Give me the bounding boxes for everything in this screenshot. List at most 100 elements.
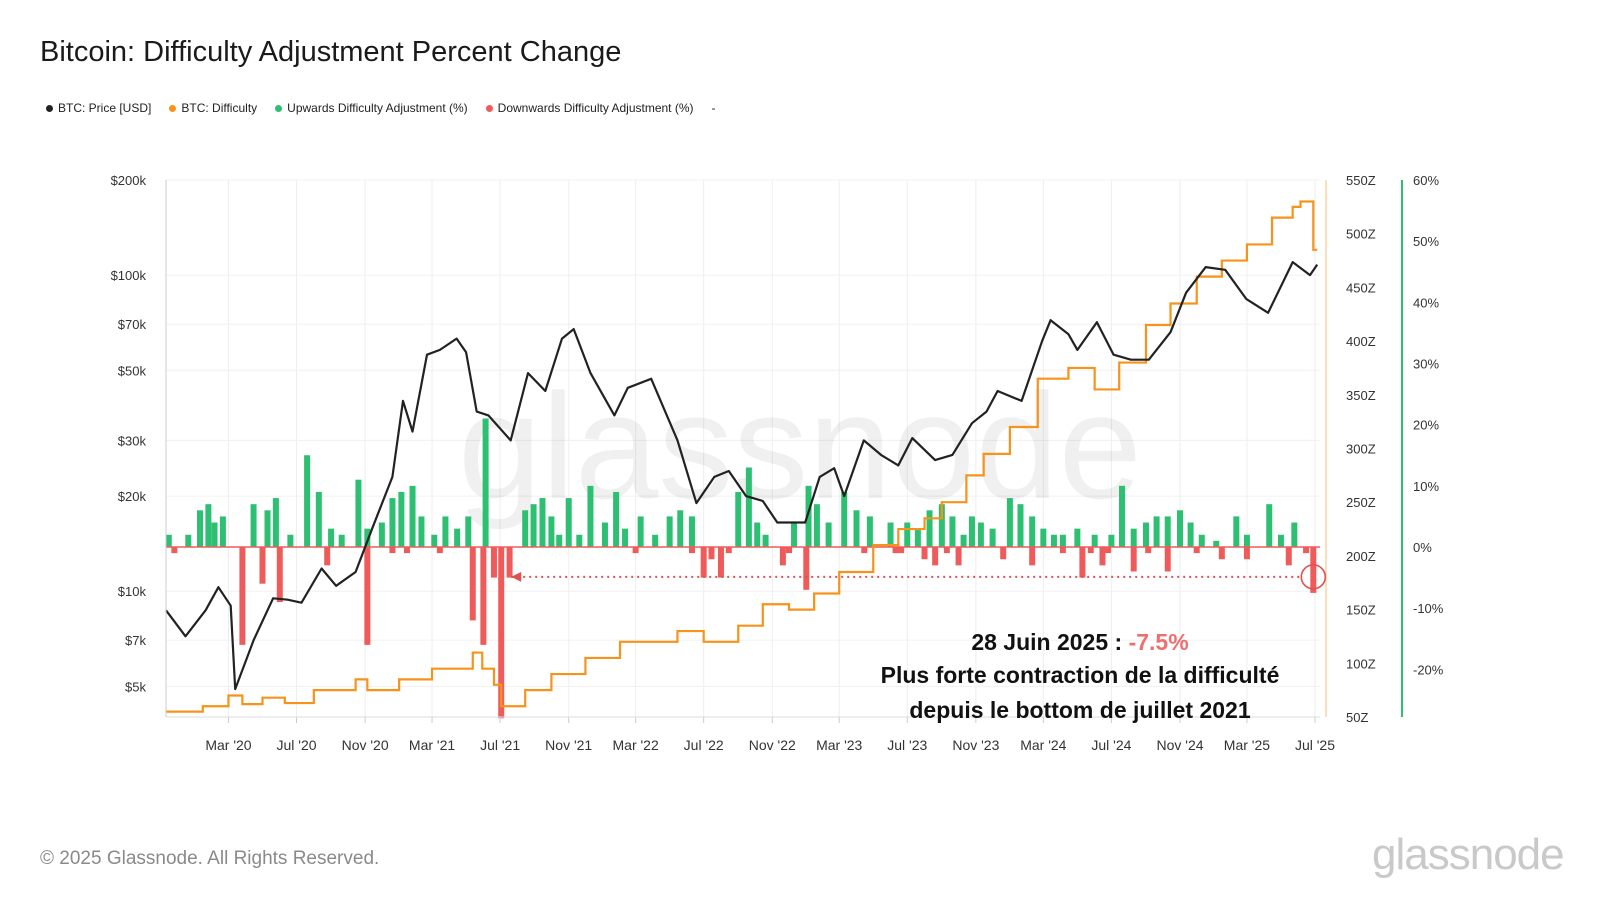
- annotation-line-2: Plus forte contraction de la difficulté: [880, 662, 1280, 688]
- upward-adjustment-bar: [968, 516, 975, 547]
- upward-adjustment-bar: [1059, 534, 1066, 547]
- upward-adjustment-bar: [904, 522, 911, 547]
- annotation-line-1: 28 Juin 2025 : -7.5%: [880, 626, 1280, 658]
- upward-adjustment-bar: [539, 498, 546, 547]
- legend-item-downward[interactable]: Downwards Difficulty Adjustment (%): [485, 101, 694, 115]
- upward-adjustment-bar: [1291, 522, 1298, 547]
- downward-adjustment-bar: [1243, 547, 1250, 560]
- upward-adjustment-bar: [556, 534, 563, 547]
- legend-dot-upward: [275, 104, 283, 112]
- x-tick-label: Mar '20: [205, 737, 251, 753]
- watermark: glassnode: [458, 362, 1142, 530]
- upward-adjustment-bar: [622, 528, 629, 547]
- downward-adjustment-bar: [1000, 547, 1007, 560]
- y-right-percent-tick-label: 0%: [1413, 540, 1432, 555]
- upward-adjustment-bar: [219, 516, 226, 547]
- downward-adjustment-bar: [943, 547, 950, 554]
- upward-adjustment-bar: [1187, 522, 1194, 547]
- legend-item-difficulty[interactable]: BTC: Difficulty: [169, 101, 257, 115]
- downward-adjustment-bar: [700, 547, 707, 578]
- downward-adjustment-bar: [725, 547, 732, 554]
- upward-adjustment-bar: [938, 504, 945, 547]
- upward-adjustment-bar: [977, 522, 984, 547]
- legend-item-price[interactable]: BTC: Price [USD]: [46, 101, 151, 115]
- upward-adjustment-bar: [866, 516, 873, 547]
- legend-dot-downward: [485, 104, 493, 112]
- legend-dot-price: [46, 104, 53, 112]
- y-right-difficulty-tick-label: 150Z: [1346, 603, 1376, 618]
- reference-circle: [1300, 564, 1327, 590]
- y-left-tick-label: $20k: [118, 489, 147, 504]
- upward-adjustment-bar: [264, 510, 271, 547]
- upward-adjustment-bar: [1266, 504, 1273, 547]
- upward-adjustment-bar: [825, 522, 832, 547]
- upward-adjustment-bar: [389, 498, 396, 547]
- grid-layer: [166, 179, 1320, 717]
- legend-dot-difficulty: [169, 104, 177, 112]
- upward-adjustment-bar: [272, 498, 279, 547]
- y-right-difficulty-tick-label: 400Z: [1346, 334, 1376, 349]
- price-line: [165, 261, 1319, 691]
- downward-adjustment-bar: [632, 547, 639, 554]
- upward-adjustment-bar: [465, 516, 472, 547]
- upward-adjustment-bar: [666, 516, 673, 547]
- x-tick-label: Jul '23: [887, 737, 927, 753]
- downward-adjustment-bar: [921, 547, 928, 560]
- upward-adjustment-bar: [601, 522, 608, 547]
- upward-adjustment-bar: [1164, 516, 1171, 547]
- y-right-difficulty-tick-label: 200Z: [1346, 549, 1376, 564]
- downward-adjustment-bar: [786, 547, 793, 554]
- downward-adjustment-bar: [892, 547, 899, 554]
- upward-adjustment-bar: [813, 504, 820, 547]
- upward-adjustment-bar: [652, 534, 659, 547]
- y-left-tick-label: $30k: [118, 433, 147, 448]
- x-tick-label: Mar '25: [1224, 737, 1270, 753]
- downward-adjustment-bar: [1029, 547, 1036, 566]
- upward-adjustment-bar: [250, 504, 257, 547]
- downward-adjustment-bar: [708, 547, 715, 560]
- downward-adjustment-bar: [1164, 547, 1171, 572]
- upward-adjustment-bar: [1142, 522, 1149, 547]
- y-right-difficulty-tick-label: 100Z: [1346, 656, 1376, 671]
- x-tick-label: Mar '24: [1020, 737, 1066, 753]
- y-right-difficulty-tick-label: 500Z: [1346, 227, 1376, 242]
- series-lines: [165, 200, 1319, 713]
- upward-adjustment-bar: [454, 528, 461, 547]
- downward-adjustment-bar: [1145, 547, 1152, 554]
- annotation-value: -7.5%: [1128, 629, 1189, 655]
- reference-arrowhead: [511, 571, 522, 582]
- y-left-tick-label: $10k: [118, 584, 147, 599]
- upward-adjustment-bar: [1006, 498, 1013, 547]
- legend-item-extra: -: [712, 101, 716, 115]
- legend-item-upward[interactable]: Upwards Difficulty Adjustment (%): [275, 101, 468, 115]
- downward-adjustment-bar: [898, 547, 905, 554]
- upward-adjustment-bar: [754, 522, 761, 547]
- y-right-percent-tick-label: 40%: [1413, 295, 1439, 310]
- reference-annotation: [511, 564, 1327, 590]
- adjustment-bars: [165, 418, 1320, 719]
- downward-adjustment-bar: [480, 547, 487, 645]
- downward-adjustment-bar: [1059, 547, 1066, 554]
- x-tick-label: Nov '24: [1156, 737, 1203, 753]
- legend: BTC: Price [USD] BTC: Difficulty Upwards…: [46, 101, 716, 115]
- downward-adjustment-bar: [389, 547, 396, 554]
- downward-adjustment-bar: [436, 547, 443, 554]
- downward-adjustment-bar: [1218, 547, 1225, 560]
- y-left-tick-label: $200k: [111, 173, 147, 188]
- upward-adjustment-bar: [304, 455, 311, 547]
- upward-adjustment-bar: [1108, 534, 1115, 547]
- y-right-difficulty-tick-label: 350Z: [1346, 388, 1376, 403]
- upward-adjustment-bar: [522, 510, 529, 547]
- y-left-tick-label: $7k: [125, 633, 146, 648]
- glassnode-logo: glassnode: [1372, 830, 1565, 879]
- upward-adjustment-bar: [1177, 510, 1184, 547]
- downward-adjustment-bar: [1310, 547, 1317, 593]
- x-tick-label: Jul '24: [1091, 737, 1131, 753]
- upward-adjustment-bar: [1130, 528, 1137, 547]
- downward-adjustment-bar: [1105, 547, 1112, 554]
- y-right-difficulty-tick-label: 250Z: [1346, 495, 1376, 510]
- downward-adjustment-bar: [239, 547, 246, 645]
- upward-adjustment-bar: [1277, 534, 1284, 547]
- upward-adjustment-bar: [409, 485, 416, 547]
- downward-adjustment-bar: [1285, 547, 1292, 566]
